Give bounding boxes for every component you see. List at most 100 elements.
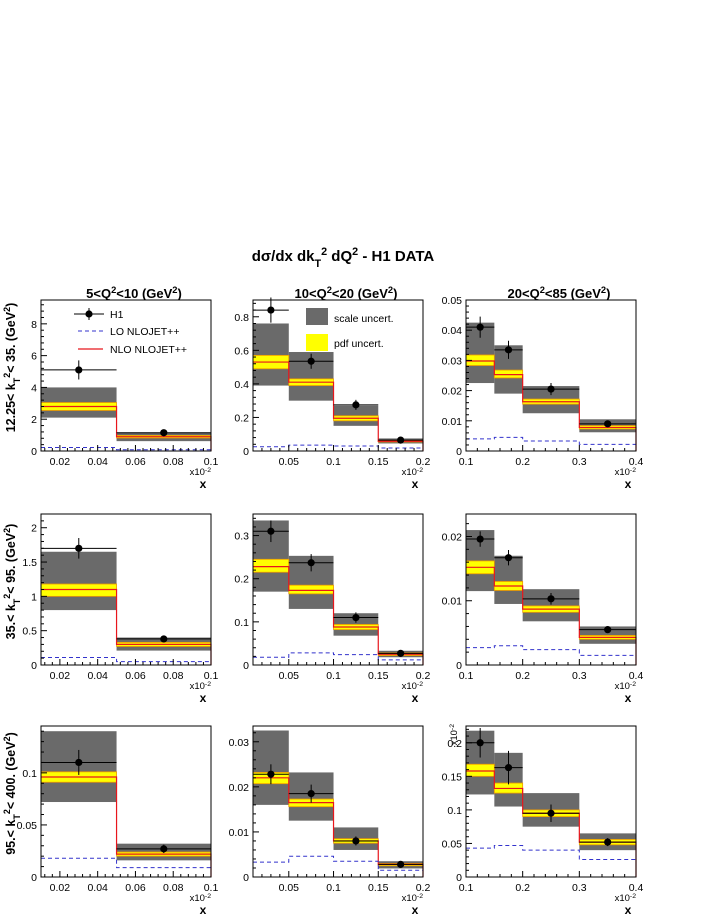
- x-tick-label: 0.04: [87, 882, 108, 894]
- lo-histogram: [41, 857, 211, 869]
- y-tick-label: 0: [456, 660, 462, 672]
- y-tick-label: 0.8: [234, 312, 249, 324]
- y-tick-label: 0.2: [447, 738, 462, 750]
- lo-histogram: [466, 436, 636, 445]
- legend: H1 LO NLOJET++ NLO NLOJET++ scale uncert. pd…: [74, 308, 394, 356]
- x-axis-label: x: [412, 691, 419, 705]
- x-tick-label: 0.2: [515, 882, 530, 894]
- nlo-histogram: [466, 566, 637, 665]
- y-tick-label: 0.2: [234, 574, 249, 586]
- x-tick-label: 0.05: [279, 456, 300, 468]
- x-tick-label: 0.06: [125, 670, 146, 682]
- y-tick-label: 0.01: [442, 416, 463, 428]
- x-multiplier: x10-2: [402, 893, 424, 905]
- x-multiplier: x10-2: [402, 681, 424, 693]
- x-tick-label: 0.15: [368, 670, 389, 682]
- data-point: [604, 838, 612, 846]
- column-title: 10<Q2<20 (GeV2): [295, 285, 398, 301]
- data-point: [307, 790, 315, 798]
- data-point: [352, 613, 360, 622]
- x-axis-label: x: [412, 477, 419, 491]
- y-tick-label: 4: [31, 382, 37, 394]
- y-tick-label: 0: [31, 872, 37, 884]
- y-tick-label: 0.05: [442, 295, 463, 307]
- x-tick-label: 0.1: [204, 670, 219, 682]
- data-point: [604, 626, 612, 634]
- y-tick-label: 0: [243, 872, 249, 884]
- data-point: [476, 739, 484, 747]
- y-tick-label: 0.4: [234, 379, 249, 391]
- x-tick-label: 0.1: [204, 882, 219, 894]
- x-multiplier: x10-2: [615, 681, 637, 693]
- legend-scale-marker: [306, 308, 328, 325]
- x-tick-label: 0.02: [50, 882, 71, 894]
- y-tick-label: 0.03: [442, 355, 463, 367]
- y-tick-label: 0: [31, 446, 37, 458]
- y-tick-label: 1.5: [22, 557, 37, 569]
- x-tick-label: 0.04: [87, 670, 108, 682]
- y-tick-label: 2: [31, 414, 37, 426]
- x-tick-label: 0.06: [125, 456, 146, 468]
- x-tick-label: 0.15: [368, 882, 389, 894]
- data-point: [352, 401, 360, 409]
- data-point: [397, 436, 405, 444]
- data-point: [547, 385, 555, 393]
- y-tick-label: 0.04: [442, 325, 463, 337]
- y-tick-label: 0: [456, 872, 462, 884]
- x-tick-label: 0.05: [279, 882, 300, 894]
- y-tick-label: 0.2: [234, 412, 249, 424]
- x-multiplier: x10-2: [402, 467, 424, 479]
- lo-histogram: [466, 844, 636, 861]
- nlo-histogram: [253, 361, 424, 451]
- x-axis-label: x: [625, 903, 632, 917]
- data-point: [267, 527, 275, 535]
- x-tick-label: 0.3: [572, 670, 587, 682]
- y-tick-label: 0.3: [234, 531, 249, 543]
- legend-scale-label: scale uncert.: [334, 313, 394, 325]
- x-tick-label: 0.4: [629, 456, 644, 468]
- x-tick-label: 0.15: [368, 456, 389, 468]
- data-point: [397, 649, 405, 657]
- y-tick-label: 1: [31, 591, 37, 603]
- legend-pdf-label: pdf uncert.: [334, 338, 384, 350]
- x-multiplier: x10-2: [190, 681, 212, 693]
- y-tick-label: 0.05: [17, 820, 38, 832]
- panel-frame: [252, 513, 424, 666]
- nlo-histogram: [466, 360, 637, 451]
- x-axis-label: x: [200, 477, 207, 491]
- y-tick-label: 0.02: [442, 386, 463, 398]
- x-tick-label: 0.1: [459, 456, 474, 468]
- data-point: [504, 346, 513, 354]
- x-tick-label: 0.08: [163, 456, 184, 468]
- x-tick-label: 0.05: [279, 670, 300, 682]
- data-point: [397, 860, 405, 868]
- legend-h1-label: H1: [110, 309, 124, 321]
- x-tick-label: 0.02: [50, 456, 71, 468]
- x-tick-label: 0.2: [515, 670, 530, 682]
- x-axis-label: x: [412, 903, 419, 917]
- data-point: [547, 595, 555, 603]
- data-point: [160, 635, 168, 643]
- y-tick-label: 0.02: [442, 531, 463, 543]
- y-tick-label: 0.1: [447, 805, 462, 817]
- panel-frame: [40, 725, 212, 878]
- x-axis-label: x: [625, 691, 632, 705]
- x-multiplier: x10-2: [190, 893, 212, 905]
- y-tick-label: 0: [243, 446, 249, 458]
- y-tick-label: 0.6: [234, 345, 249, 357]
- x-tick-label: 0.08: [163, 882, 184, 894]
- x-tick-label: 0.1: [204, 456, 219, 468]
- x-tick-label: 0.1: [326, 456, 341, 468]
- scale-band: [253, 323, 289, 386]
- y-tick-label: 0.01: [442, 596, 463, 608]
